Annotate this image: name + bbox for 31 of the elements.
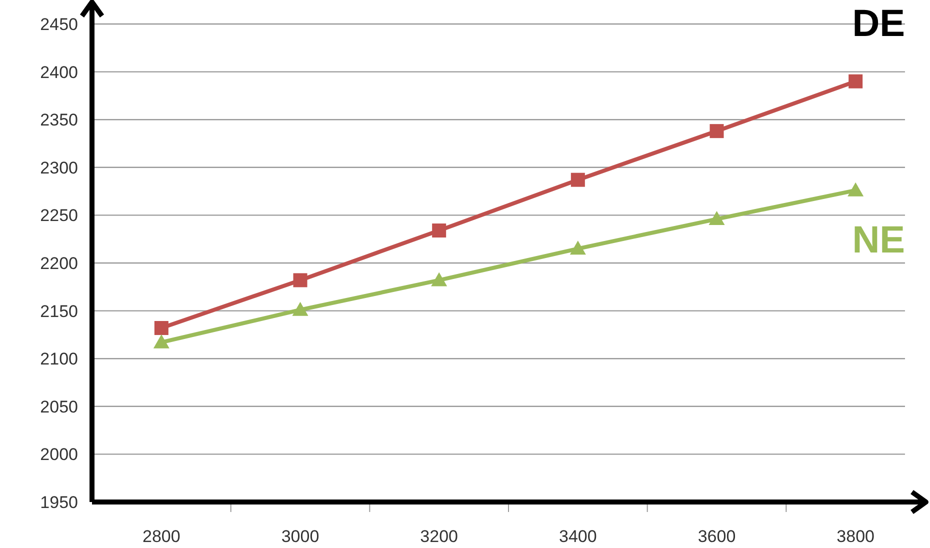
y-tick-label: 2300	[40, 158, 78, 178]
y-tick-label: 1950	[40, 492, 78, 512]
point	[708, 211, 725, 226]
point	[153, 334, 170, 348]
y-tick-label: 2250	[40, 206, 78, 226]
y-tick-label: 2350	[40, 110, 78, 130]
point	[154, 321, 168, 336]
x-tick-label: 3200	[420, 527, 458, 546]
x-tick-label: 3800	[836, 527, 874, 546]
point	[570, 240, 586, 255]
series-label: DE	[852, 3, 905, 45]
x-tick-label: 3000	[281, 527, 320, 546]
y-tick-label: 2100	[40, 350, 78, 369]
point	[570, 172, 585, 187]
x-tick-label: 3400	[559, 527, 597, 546]
x-tick-label: 3600	[698, 527, 736, 546]
point	[848, 74, 863, 88]
x-tick-label: 2800	[142, 527, 180, 546]
point	[292, 302, 308, 316]
point	[710, 124, 724, 138]
y-tick-label: 2150	[40, 302, 78, 321]
y-tick-label: 2000	[40, 445, 78, 464]
point	[431, 272, 448, 286]
y-tick-label: 2050	[40, 397, 78, 416]
y-tick-label: 2400	[40, 62, 78, 82]
point	[432, 223, 446, 238]
y-tick-label: 2450	[40, 14, 78, 34]
point	[293, 273, 308, 288]
point	[848, 182, 864, 196]
series-label: NE	[852, 219, 905, 262]
y-tick-label: 2200	[40, 254, 78, 273]
